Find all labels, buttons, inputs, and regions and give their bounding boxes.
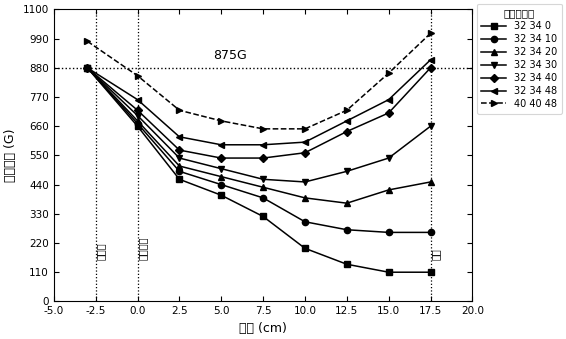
32 34 30 bbox=[84, 66, 91, 70]
32 34 48 bbox=[84, 66, 91, 70]
32 34 40 bbox=[385, 111, 392, 115]
32 34 30 bbox=[134, 114, 141, 118]
Line: 32 34 48: 32 34 48 bbox=[84, 57, 434, 148]
32 34 10 bbox=[302, 220, 308, 224]
Y-axis label: 磁场强度 (G): 磁场强度 (G) bbox=[4, 129, 17, 182]
32 34 48 bbox=[218, 143, 225, 147]
32 34 40 bbox=[344, 129, 350, 134]
32 34 48 bbox=[344, 119, 350, 123]
32 34 20 bbox=[176, 164, 183, 168]
Text: 共振点: 共振点 bbox=[96, 243, 106, 260]
32 34 40 bbox=[84, 66, 91, 70]
32 34 30 bbox=[302, 180, 308, 184]
32 34 20 bbox=[344, 201, 350, 205]
32 34 30 bbox=[385, 156, 392, 160]
32 34 40 bbox=[176, 148, 183, 152]
40 40 48 bbox=[218, 119, 225, 123]
Line: 32 34 20: 32 34 20 bbox=[84, 65, 434, 206]
32 34 0 bbox=[302, 246, 308, 251]
40 40 48 bbox=[134, 74, 141, 78]
40 40 48 bbox=[176, 108, 183, 112]
40 40 48 bbox=[385, 71, 392, 75]
Text: 基片: 基片 bbox=[431, 248, 440, 260]
32 34 48 bbox=[260, 143, 267, 147]
40 40 48 bbox=[84, 39, 91, 43]
Text: 靶材中心: 靶材中心 bbox=[138, 237, 148, 260]
32 34 48 bbox=[427, 58, 434, 62]
32 34 20 bbox=[84, 66, 91, 70]
32 34 20 bbox=[134, 119, 141, 123]
32 34 30 bbox=[260, 177, 267, 181]
32 34 0 bbox=[84, 66, 91, 70]
Line: 40 40 48: 40 40 48 bbox=[84, 30, 434, 132]
32 34 48 bbox=[176, 135, 183, 139]
32 34 30 bbox=[176, 156, 183, 160]
Line: 32 34 30: 32 34 30 bbox=[84, 65, 434, 185]
32 34 40 bbox=[427, 66, 434, 70]
32 34 10 bbox=[84, 66, 91, 70]
32 34 10 bbox=[427, 231, 434, 235]
32 34 0 bbox=[176, 177, 183, 181]
32 34 40 bbox=[302, 151, 308, 155]
32 34 10 bbox=[260, 196, 267, 200]
32 34 48 bbox=[134, 98, 141, 102]
32 34 40 bbox=[134, 108, 141, 112]
32 34 0 bbox=[344, 262, 350, 266]
32 34 48 bbox=[385, 98, 392, 102]
32 34 30 bbox=[218, 167, 225, 171]
Legend: 32 34 0, 32 34 10, 32 34 20, 32 34 30, 32 34 40, 32 34 48, 40 40 48: 32 34 0, 32 34 10, 32 34 20, 32 34 30, 3… bbox=[477, 3, 561, 114]
32 34 0 bbox=[427, 270, 434, 274]
32 34 48 bbox=[302, 140, 308, 144]
32 34 40 bbox=[218, 156, 225, 160]
32 34 20 bbox=[427, 180, 434, 184]
32 34 20 bbox=[302, 196, 308, 200]
32 34 10 bbox=[344, 228, 350, 232]
32 34 0 bbox=[218, 193, 225, 197]
40 40 48 bbox=[260, 127, 267, 131]
32 34 20 bbox=[260, 185, 267, 189]
Text: 875G: 875G bbox=[213, 49, 247, 62]
40 40 48 bbox=[344, 108, 350, 112]
32 34 30 bbox=[427, 124, 434, 128]
32 34 10 bbox=[134, 121, 141, 125]
32 34 20 bbox=[218, 175, 225, 179]
32 34 10 bbox=[218, 183, 225, 187]
40 40 48 bbox=[427, 31, 434, 35]
32 34 20 bbox=[385, 188, 392, 192]
Line: 32 34 10: 32 34 10 bbox=[84, 65, 434, 236]
Line: 32 34 40: 32 34 40 bbox=[84, 65, 434, 161]
32 34 0 bbox=[260, 215, 267, 219]
32 34 30 bbox=[344, 169, 350, 173]
32 34 10 bbox=[385, 231, 392, 235]
32 34 40 bbox=[260, 156, 267, 160]
32 34 0 bbox=[134, 124, 141, 128]
32 34 10 bbox=[176, 169, 183, 173]
X-axis label: 位置 (cm): 位置 (cm) bbox=[239, 322, 287, 335]
40 40 48 bbox=[302, 127, 308, 131]
Line: 32 34 0: 32 34 0 bbox=[84, 65, 434, 275]
32 34 0 bbox=[385, 270, 392, 274]
